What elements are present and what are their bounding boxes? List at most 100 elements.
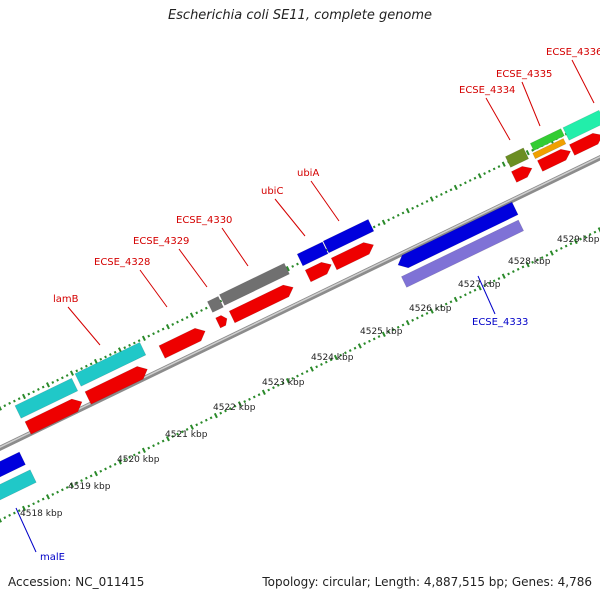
upper-tick	[8, 401, 11, 405]
upper-tick	[420, 202, 424, 206]
gene-label[interactable]: ECSE_4334	[459, 85, 515, 96]
lower-tick	[41, 497, 45, 501]
lower-tick	[309, 366, 314, 372]
lower-tick	[13, 511, 16, 515]
lower-tick	[60, 488, 64, 492]
map-title: Escherichia coli SE11, complete genome	[167, 8, 433, 23]
lower-tick	[473, 288, 477, 292]
lower-tick	[464, 293, 467, 297]
lower-tick	[237, 401, 242, 407]
lower-tick	[353, 346, 357, 350]
scale-label: 4528 kbp	[508, 257, 551, 267]
upper-tick	[525, 149, 530, 156]
cds-arrow	[24, 398, 83, 435]
lower-tick	[305, 369, 309, 373]
upper-tick	[75, 369, 79, 373]
lower-tick	[333, 354, 338, 361]
lower-tick	[579, 237, 582, 241]
lower-tick	[511, 270, 515, 274]
lower-tick	[84, 476, 88, 480]
lower-tick	[501, 273, 506, 279]
lower-tick	[156, 441, 160, 445]
scale-labels: 4518 kbp 4519 kbp 4520 kbp 4521 kbp 4522 kbp…	[20, 235, 600, 519]
upper-tick	[27, 392, 31, 396]
lower-tick	[357, 343, 362, 349]
upper-tick	[17, 397, 21, 401]
upper-tick	[128, 343, 131, 347]
gene-label[interactable]: ubiC	[261, 186, 283, 197]
lower-tick	[468, 291, 472, 294]
lower-tick	[453, 296, 458, 303]
upper-tick	[425, 199, 429, 203]
lower-tick	[281, 381, 285, 385]
upper-tick	[204, 306, 208, 310]
lower-tick	[329, 358, 333, 362]
lower-tick	[137, 451, 141, 455]
gene-label[interactable]: ECSE_4333	[472, 317, 528, 328]
gene-label[interactable]: lamB	[53, 294, 79, 305]
gene-label[interactable]: ubiA	[297, 168, 319, 179]
lower-tick	[377, 335, 381, 339]
upper-tick	[435, 195, 438, 199]
upper-tick	[37, 388, 40, 391]
lower-tick	[165, 436, 170, 442]
callout-leader	[521, 81, 541, 127]
scale-label: 4521 kbp	[165, 430, 208, 440]
scale-label: 4529 kbp	[557, 235, 600, 245]
gene-label[interactable]: ECSE_4329	[133, 236, 189, 247]
upper-tick	[285, 266, 290, 272]
lower-tick	[435, 307, 438, 311]
upper-tick	[492, 167, 496, 171]
upper-tick	[488, 169, 491, 173]
lower-tick	[37, 500, 40, 503]
lower-tick	[339, 353, 343, 357]
gene-block-gray	[206, 295, 224, 313]
scale-label: 4522 kbp	[213, 403, 256, 413]
upper-tick	[132, 341, 136, 345]
cds-arrow	[330, 242, 375, 271]
lower-tick	[545, 253, 549, 257]
upper-tick	[387, 218, 391, 222]
upper-tick	[84, 364, 88, 368]
callout-leader	[571, 59, 595, 104]
gene-label[interactable]: ECSE_4335	[496, 69, 552, 80]
lower-tick	[588, 233, 592, 236]
lower-tick	[224, 409, 227, 413]
lower-tick	[372, 337, 376, 341]
lower-tick	[483, 284, 486, 287]
scale-label: 4523 kbp	[262, 378, 305, 388]
lower-tick	[128, 455, 131, 459]
gene-block-blue	[0, 451, 26, 478]
upper-tick	[219, 299, 223, 303]
lower-tick	[291, 376, 295, 380]
lower-tick	[65, 486, 69, 489]
lower-tick	[440, 304, 443, 308]
lower-tick	[555, 249, 558, 253]
gene-label[interactable]: malE	[40, 552, 65, 563]
lower-tick	[152, 444, 155, 448]
accession-text: Accession: NC_011415	[8, 575, 145, 589]
gene-label[interactable]: ECSE_4330	[176, 215, 232, 226]
gene-label[interactable]: ECSE_4328	[94, 257, 150, 268]
upper-tick	[296, 262, 299, 266]
lower-tick	[99, 469, 103, 473]
upper-tick	[291, 264, 295, 268]
gene-block-ubiC	[296, 241, 329, 267]
callout-leader	[67, 306, 101, 346]
upper-tick	[117, 347, 122, 353]
upper-tick	[477, 173, 482, 179]
upper-tick	[60, 376, 64, 380]
cds-arrow	[510, 166, 533, 183]
gene-label[interactable]: ECSE_4336	[546, 47, 600, 58]
scale-label: 4518 kbp	[20, 509, 63, 519]
cds-arrow	[84, 366, 148, 405]
lower-tick	[425, 311, 429, 315]
lower-tick	[531, 260, 534, 264]
upper-tick	[3, 404, 7, 408]
lower-tick	[45, 494, 50, 500]
upper-tick	[483, 172, 486, 175]
callout-leader	[178, 248, 208, 288]
lower-tick	[195, 423, 199, 427]
lower-tick	[17, 509, 21, 513]
